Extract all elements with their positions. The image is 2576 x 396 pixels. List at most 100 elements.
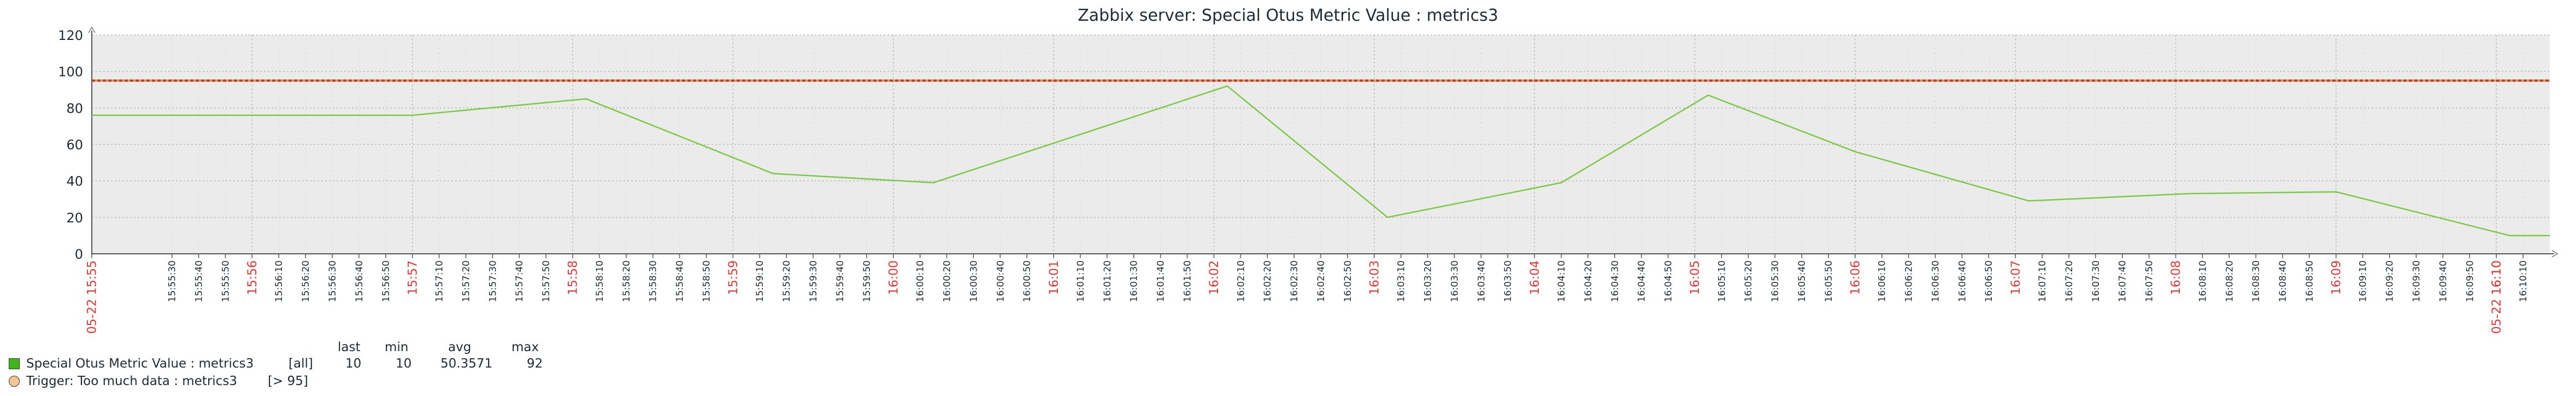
x-tick-label: 15:57: [406, 260, 420, 295]
x-tick-label: 15:56:50: [381, 260, 392, 302]
x-tick-label: 16:00:50: [1022, 260, 1033, 302]
x-tick-label: 16:10:10: [2518, 260, 2529, 302]
x-tick-label: 16:04:10: [1556, 260, 1567, 302]
x-tick-label: 16:06: [1849, 260, 1863, 295]
legend-series-avg: 50.3571: [440, 357, 493, 371]
chart: Zabbix server: Special Otus Metric Value…: [58, 6, 2559, 334]
x-tick-label: 15:56:40: [354, 260, 365, 302]
x-tick-label: 16:01:30: [1129, 260, 1140, 302]
chart-title: Zabbix server: Special Otus Metric Value…: [1078, 6, 1498, 25]
x-tick-label: 16:04: [1528, 260, 1542, 295]
x-tick-label: 15:57:10: [434, 260, 445, 302]
x-tick-label: 16:04:40: [1637, 260, 1648, 302]
x-tick-label: 16:06:30: [1930, 260, 1941, 302]
x-tick-label: 15:56:20: [301, 260, 311, 302]
x-tick-label: 16:05:20: [1743, 260, 1754, 302]
x-tick-label: 16:06:40: [1957, 260, 1968, 302]
x-tick-label: 16:00:30: [968, 260, 979, 302]
y-tick-label: 0: [75, 247, 83, 262]
x-tick-label: 16:03:10: [1396, 260, 1407, 302]
x-tick-label: 15:58:10: [595, 260, 605, 302]
x-tick-label: 16:06:20: [1904, 260, 1915, 302]
legend-series-name: Special Otus Metric Value : metrics3: [26, 357, 254, 371]
x-tick-label: 15:57:30: [487, 260, 498, 302]
trigger-swatch: [9, 376, 20, 387]
x-tick-label: 16:02: [1208, 260, 1221, 295]
x-tick-label: 16:09:10: [2358, 260, 2369, 302]
series-line-1: [92, 85, 2550, 236]
legend-header-max: max: [511, 340, 539, 354]
legend-header-avg: avg: [448, 340, 472, 354]
x-tick-label: 15:55:40: [194, 260, 205, 302]
x-tick-label: 16:07:40: [2118, 260, 2128, 302]
x-tick-label: 15:58:30: [648, 260, 659, 302]
x-tick-label: 16:06:10: [1877, 260, 1888, 302]
x-tick-label: 16:03:30: [1449, 260, 1460, 302]
x-tick-label: 16:03:40: [1476, 260, 1487, 302]
legend-header-last: last: [338, 340, 361, 354]
x-tick-label: 15:58:50: [701, 260, 712, 302]
x-tick-label: 16:00:10: [915, 260, 926, 302]
x-tick-label: 15:55:50: [220, 260, 231, 302]
x-tick-label: 15:58:40: [675, 260, 686, 302]
x-tick-label: 16:02:20: [1262, 260, 1273, 302]
x-tick-label: 05-22 15:55: [86, 260, 99, 334]
x-tick-label: 16:01:10: [1075, 260, 1086, 302]
legend-trigger-cond: [> 95]: [268, 374, 308, 388]
legend-series-func: [all]: [289, 357, 313, 371]
x-tick-label: 16:01: [1048, 260, 1061, 295]
x-tick-label: 15:59:50: [862, 260, 873, 302]
legend-series-min: 10: [396, 357, 412, 371]
x-tick-label: 16:08:40: [2278, 260, 2289, 302]
x-tick-label: 16:02:40: [1316, 260, 1327, 302]
y-tick-label: 20: [66, 210, 83, 225]
x-tick-label: 16:00:20: [942, 260, 952, 302]
x-tick-label: 16:05:40: [1797, 260, 1808, 302]
x-tick-label: 16:01:50: [1182, 260, 1193, 302]
x-tick-label: 15:57:40: [514, 260, 525, 302]
legend-series-last: 10: [345, 357, 362, 371]
x-tick-label: 05-22 16:10: [2490, 260, 2504, 334]
x-tick-label: 16:09:30: [2411, 260, 2422, 302]
legend-series-max: 92: [527, 357, 543, 371]
x-tick-label: 15:55:30: [167, 260, 178, 302]
x-tick-label: 16:04:20: [1583, 260, 1594, 302]
x-tick-label: 16:09:50: [2465, 260, 2475, 302]
x-tick-label: 15:58:20: [621, 260, 632, 302]
plot-area: 0 20 40 60 80 100 120 05-22 15:55 15:55:30 15:55:…: [58, 26, 2559, 334]
y-tick-label: 80: [66, 101, 83, 116]
x-tick-label: 16:10: [2490, 260, 2504, 295]
x-tick-label: 16:08:50: [2304, 260, 2315, 302]
legend-series-row: Special Otus Metric Value : metrics3 [al…: [9, 357, 610, 373]
x-tick-label: 16:05:10: [1716, 260, 1727, 302]
x-tick-label: 16:02:30: [1289, 260, 1300, 302]
x-tick-label: 16:07:30: [2091, 260, 2102, 302]
x-tick-label: 15:58: [567, 260, 580, 295]
x-tick-label: 16:07:50: [2144, 260, 2155, 302]
x-tick-label: 16:08:20: [2224, 260, 2235, 302]
x-tick-label: 16:09:40: [2438, 260, 2449, 302]
y-axis-arrow: [88, 26, 96, 33]
y-tick-label: 40: [66, 174, 83, 189]
x-axis-arrow: [2551, 250, 2559, 258]
x-tick-label: 15:57:50: [541, 260, 552, 302]
legend-trigger-row: Trigger: Too much data : metrics3 [> 95]: [9, 374, 610, 391]
x-tick-label: 16:00: [887, 260, 901, 295]
x-tick-label: 16:06:50: [1984, 260, 1995, 302]
y-tick-label: 100: [58, 65, 83, 80]
x-tick-label: 16:05:50: [1824, 260, 1834, 302]
x-tick-label: 15:59:40: [835, 260, 846, 302]
x-tick-label: 16:08:30: [2251, 260, 2262, 302]
x-tick-label: 16:07:10: [2037, 260, 2048, 302]
x-tick-label: 16:07: [2009, 260, 2023, 295]
y-tick-label: 120: [58, 28, 83, 43]
x-tick-label: 15:57:20: [461, 260, 472, 302]
x-tick-label: 16:08: [2169, 260, 2183, 295]
x-tick-label: 16:03:50: [1503, 260, 1514, 302]
x-tick-label: 16:05:30: [1770, 260, 1781, 302]
x-tick-label: 16:07:20: [2064, 260, 2075, 302]
x-tick-label: 16:09:20: [2385, 260, 2396, 302]
x-tick-label: 16:02:10: [1236, 260, 1246, 302]
x-tick-label: 16:02:50: [1343, 260, 1354, 302]
x-tick-label: 16:00:40: [995, 260, 1006, 302]
